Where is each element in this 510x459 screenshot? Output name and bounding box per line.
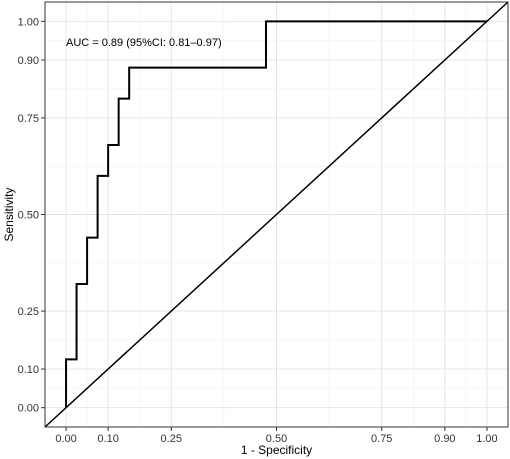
reference-diagonal-line [44,1,509,428]
x-tick-label: 0.90 [434,433,455,445]
y-tick-label: 0.90 [18,55,39,67]
x-tick-label: 1.00 [476,433,497,445]
y-axis-ticks: 0.00 0.10 0.25 0.50 0.75 0.90 1.00 [18,16,45,415]
y-tick-label: 0.50 [18,210,39,222]
x-tick-label: 0.25 [161,433,182,445]
x-tick-label: 0.10 [97,433,118,445]
y-tick-label: 0.25 [18,306,39,318]
y-tick-label: 0.75 [18,113,39,125]
x-tick-label: 0.50 [266,433,287,445]
series-layer [44,1,509,428]
x-tick-label: 0.75 [371,433,392,445]
x-tick-label: 0.00 [55,433,76,445]
y-tick-label: 0.10 [18,364,39,376]
auc-annotation: AUC = 0.89 (95%CI: 0.81–0.97) [66,37,222,49]
roc-curve-line [65,20,487,408]
y-tick-label: 1.00 [18,16,39,28]
y-axis-title: Sensitivity [2,187,16,241]
grid-major [45,2,508,427]
y-tick-label: 0.00 [18,403,39,415]
x-axis-ticks: 0.00 0.10 0.25 0.50 0.75 0.90 1.00 [55,427,498,445]
x-axis-title: 1 - Specificity [241,443,312,457]
